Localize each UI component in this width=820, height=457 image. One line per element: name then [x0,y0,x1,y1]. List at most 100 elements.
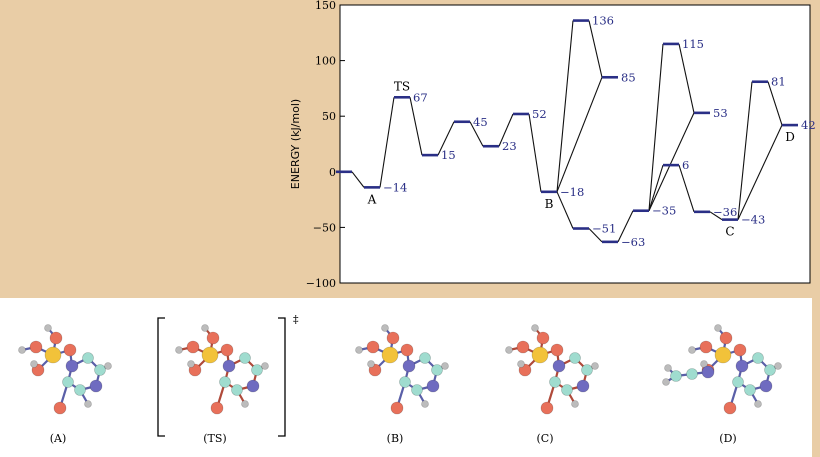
energy-value-label: −35 [652,204,676,218]
atom [399,376,411,388]
connection-line [409,97,423,156]
molecule-label: (B) [387,432,404,445]
y-axis-title: ENERGY (kJ/mol) [289,99,302,189]
connection-line [767,81,783,126]
energy-value-label: −51 [592,222,616,236]
molecule-label: (TS) [203,432,226,445]
right-bracket [278,317,286,437]
y-tick-label: 150 [315,0,336,12]
atom [220,343,234,357]
y-tick-label: −50 [313,221,336,234]
atom [421,400,429,408]
atom [714,346,732,364]
y-tick-label: −100 [306,277,336,290]
atom [402,359,416,373]
state-label: A [367,192,377,206]
energy-value-label: 136 [592,14,614,28]
atom [744,384,756,396]
atom [735,359,749,373]
atom [686,368,698,380]
atom [390,401,404,415]
connection-line [588,20,603,78]
atom [700,360,708,368]
atom [576,379,590,393]
atom [355,346,363,354]
connection-line [351,171,365,188]
side-strip [812,298,820,457]
connection-lines [351,20,783,243]
atom [540,401,554,415]
energy-value-label: 67 [413,90,428,104]
y-axis: 150 100 50 0 −50 −100 [306,0,345,290]
molecule-2: (TS) ‡ [157,313,299,445]
molecule-panel: (A) (TS) ‡ (B) (C) (D) [18,313,782,445]
connection-line [498,113,514,147]
energy-levels [336,19,798,244]
atom [664,364,672,372]
atom [74,384,86,396]
connection-line [648,43,664,211]
atom [550,343,564,357]
connection-line [379,97,395,188]
atom [431,364,443,376]
atom [670,370,682,382]
connection-line [709,211,723,221]
left-bracket [157,317,165,437]
molecule-label: (D) [719,432,736,445]
atom [517,360,525,368]
energy-value-label: 52 [532,107,547,121]
connection-line [469,121,484,147]
atom [65,359,79,373]
atom [752,352,764,364]
energy-value-label: −63 [621,235,645,249]
state-label: TS [394,79,410,93]
atom [239,352,251,364]
atom [104,362,112,370]
energy-value-label: 53 [713,106,728,120]
atom [246,379,260,393]
connection-line [737,124,783,220]
atom [62,376,74,388]
atom [201,346,219,364]
molecule-label: (C) [537,432,554,445]
atom [552,359,566,373]
energy-value-label: 6 [682,158,689,172]
state-label: C [725,225,734,239]
molecule-1: (A) [18,324,112,445]
atom [187,360,195,368]
atom [759,379,773,393]
energy-value-label: −36 [713,205,737,219]
atom [84,400,92,408]
atom [754,400,762,408]
atom [29,340,43,354]
atom [219,376,231,388]
atom [381,324,389,332]
connection-line [556,77,603,193]
atom [662,378,670,386]
atom [231,384,243,396]
connection-line [648,112,695,211]
atom [774,362,782,370]
state-labels: TS A B C D [367,79,795,238]
connection-line [556,191,574,229]
connection-line [588,228,603,243]
energy-labels: −14 67 15 45 23 52 −18 136 85 −51 −63 −35 115 53 6 −36−… [383,14,816,249]
atom [210,401,224,415]
molecule-3: (B) [355,324,449,445]
atom [201,324,209,332]
state-label: D [785,130,795,144]
plot-area [339,4,811,284]
energy-value-label: 115 [682,37,704,51]
energy-value-label: −18 [560,185,584,199]
connection-line [737,81,753,220]
atom [367,360,375,368]
atom [261,362,269,370]
connection-line [528,113,542,192]
atom [411,384,423,396]
energy-value-label: −43 [741,213,765,227]
state-label: B [545,197,554,211]
energy-value-label: 42 [801,118,816,132]
atom [366,340,380,354]
atom [222,359,236,373]
atom [426,379,440,393]
